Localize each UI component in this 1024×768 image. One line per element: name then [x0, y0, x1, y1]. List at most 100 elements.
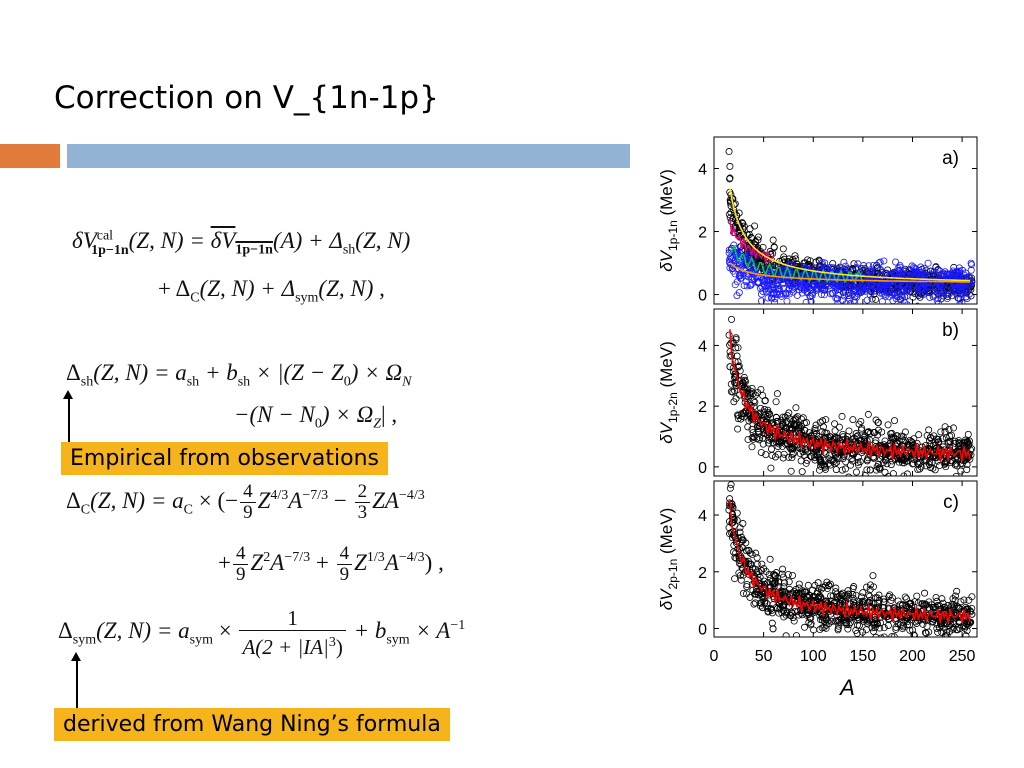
data-point-blue: [819, 284, 827, 292]
data-point-blue: [807, 293, 815, 301]
data-point: [942, 632, 950, 637]
series-line: [729, 188, 971, 282]
data-point: [764, 406, 772, 414]
data-point: [857, 426, 865, 434]
data-point: [761, 599, 769, 607]
data-point: [852, 626, 860, 634]
data-point: [899, 433, 907, 441]
data-point: [849, 591, 857, 599]
data-point: [811, 593, 819, 601]
data-point: [764, 608, 772, 616]
data-point: [906, 436, 914, 444]
data-point: [966, 607, 974, 615]
data-point-blue: [846, 295, 854, 303]
data-point-blue: [773, 290, 781, 298]
data-point: [907, 606, 915, 614]
data-point-blue: [735, 271, 743, 279]
data-point: [765, 411, 773, 419]
data-point: [787, 608, 795, 616]
data-point: [833, 590, 841, 598]
data-point: [759, 440, 767, 448]
data-point-blue: [859, 279, 867, 287]
data-point: [967, 618, 975, 626]
data-point: [770, 583, 778, 591]
data-point: [792, 590, 800, 598]
x-tick-label: 250: [949, 648, 976, 665]
label-derived: derived from Wang Ning’s formula: [54, 708, 450, 741]
data-point: [888, 633, 896, 637]
data-point: [736, 559, 744, 567]
data-point: [761, 397, 769, 405]
data-point: [932, 441, 940, 449]
data-point-blue: [895, 293, 903, 301]
data-point: [891, 417, 899, 425]
data-point: [853, 433, 861, 441]
data-point: [967, 451, 975, 459]
data-point: [877, 619, 885, 627]
data-point: [963, 438, 971, 446]
data-point: [782, 440, 790, 448]
data-point: [934, 457, 942, 465]
data-point: [797, 457, 805, 465]
data-point: [748, 550, 756, 558]
panel-label: a): [942, 148, 959, 169]
data-point: [727, 388, 735, 396]
arrow-head-empirical: [63, 390, 73, 399]
data-point-blue: [768, 294, 776, 302]
data-point: [942, 620, 950, 628]
data-point: [863, 583, 871, 591]
data-point: [839, 430, 847, 438]
data-point: [754, 427, 762, 435]
data-point: [806, 592, 814, 600]
data-point-blue: [934, 285, 942, 293]
data-point-blue: [942, 290, 950, 298]
data-point: [948, 431, 956, 439]
data-point: [869, 627, 877, 635]
data-point: [910, 435, 918, 443]
data-point-blue: [956, 301, 964, 304]
data-point: [911, 598, 919, 606]
data-point: [775, 438, 783, 446]
data-point-blue: [910, 263, 918, 271]
data-point: [864, 410, 872, 418]
data-point: [861, 437, 869, 445]
data-point-blue: [769, 290, 777, 298]
data-point-blue: [733, 292, 741, 300]
data-point: [739, 379, 747, 387]
data-point-blue: [908, 262, 916, 270]
data-point: [925, 437, 933, 445]
data-point: [829, 259, 837, 267]
data-point: [903, 470, 911, 476]
data-point: [760, 565, 768, 573]
data-point-blue: [808, 291, 816, 299]
x-tick-label: 150: [850, 648, 877, 665]
data-point: [965, 596, 973, 604]
data-point: [726, 174, 734, 182]
data-point: [884, 473, 892, 476]
data-point: [794, 413, 802, 421]
data-point-blue: [904, 286, 912, 294]
data-point: [779, 413, 787, 421]
data-point-blue: [735, 256, 743, 264]
data-point-blue: [818, 258, 826, 266]
data-point: [725, 331, 733, 339]
data-point-blue: [834, 300, 842, 304]
data-point: [801, 426, 809, 434]
data-point: [872, 295, 880, 303]
data-point: [859, 589, 867, 597]
data-point-blue: [815, 282, 823, 290]
data-point: [927, 464, 935, 472]
data-point: [782, 632, 790, 637]
data-point-blue: [896, 283, 904, 291]
panel-label: b): [942, 320, 959, 341]
data-point-blue: [762, 288, 770, 296]
data-point: [834, 593, 842, 601]
data-point: [921, 589, 929, 597]
data-point: [742, 547, 750, 555]
data-point: [757, 599, 765, 607]
data-point: [750, 397, 758, 405]
data-point: [831, 434, 839, 442]
series-line: [729, 219, 775, 264]
data-point: [870, 621, 878, 629]
data-point: [729, 514, 737, 522]
